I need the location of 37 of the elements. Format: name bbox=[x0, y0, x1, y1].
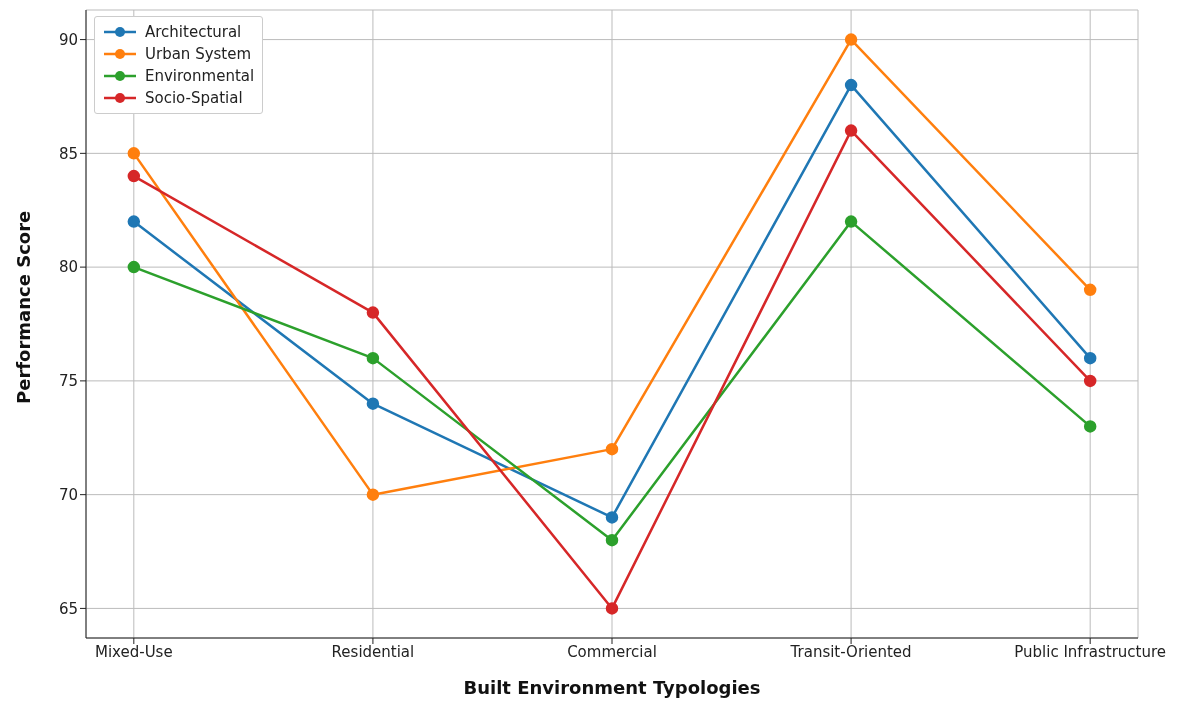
x-tick-label: Transit-Oriented bbox=[789, 642, 912, 661]
point bbox=[605, 602, 619, 615]
x-tick-label: Public Infrastructure bbox=[1014, 642, 1167, 661]
point bbox=[127, 215, 141, 228]
point bbox=[1083, 420, 1097, 433]
legend-label: Urban System bbox=[145, 44, 252, 65]
y-tick-label: 90 bbox=[58, 30, 78, 49]
x-axis-title: Built Environment Typologies bbox=[463, 677, 761, 698]
point bbox=[127, 147, 141, 160]
point bbox=[366, 397, 380, 410]
point bbox=[366, 351, 380, 365]
point bbox=[127, 169, 141, 183]
point bbox=[127, 260, 141, 274]
point bbox=[844, 124, 858, 137]
point bbox=[1083, 283, 1097, 297]
point bbox=[844, 215, 858, 228]
point bbox=[1083, 374, 1097, 388]
point bbox=[366, 306, 380, 319]
legend-label: Socio-Spatial bbox=[145, 88, 243, 109]
point bbox=[605, 533, 619, 547]
point bbox=[605, 442, 619, 456]
y-axis-title: Performance Score bbox=[13, 210, 35, 404]
legend-label: Architectural bbox=[145, 22, 242, 43]
x-tick-label: Commercial bbox=[567, 642, 657, 661]
point bbox=[844, 33, 858, 46]
x-tick-label: Residential bbox=[331, 642, 415, 661]
point bbox=[366, 488, 380, 501]
y-tick-label: 80 bbox=[58, 258, 78, 277]
y-tick-label: 70 bbox=[58, 485, 78, 504]
point bbox=[605, 511, 619, 524]
x-tick-label: Mixed-Use bbox=[94, 642, 173, 661]
point bbox=[844, 78, 858, 92]
y-tick-label: 85 bbox=[58, 144, 78, 163]
y-tick-label: 65 bbox=[58, 599, 78, 618]
point bbox=[1083, 351, 1097, 365]
y-tick-label: 75 bbox=[58, 372, 78, 391]
legend-label: Environmental bbox=[145, 66, 255, 87]
